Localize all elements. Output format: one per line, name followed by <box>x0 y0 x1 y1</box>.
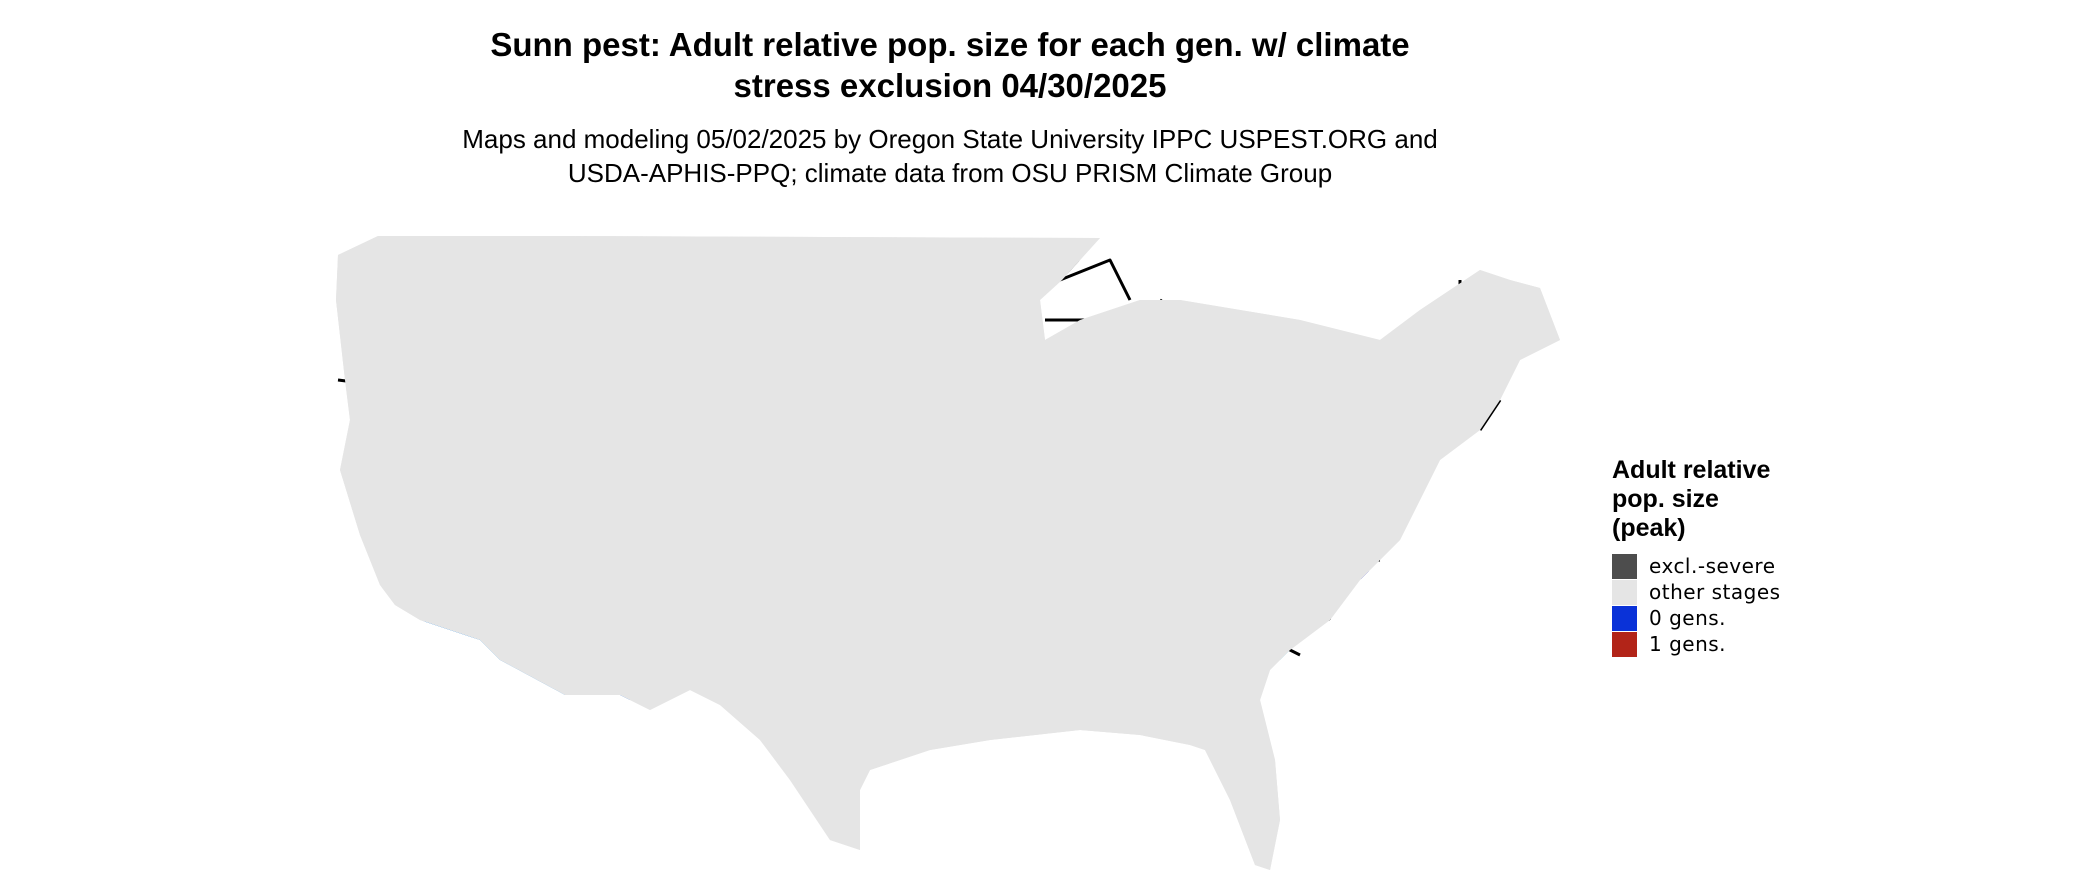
legend-label-1-gens: 1 gens. <box>1649 632 1727 656</box>
legend-swatch-1-gens <box>1612 631 1637 657</box>
state-boundary-line <box>1059 258 1132 301</box>
legend-item-1-gens: 1 gens. <box>1612 631 1872 657</box>
legend-swatch-other-stages <box>1612 579 1637 605</box>
legend: Adult relative pop. size (peak) excl.-se… <box>1612 456 1872 657</box>
map-title-line-1: Sunn pest: Adult relative pop. size for … <box>490 26 1410 63</box>
legend-label-other-stages: other stages <box>1649 580 1781 604</box>
us-outline-stroke <box>334 234 1562 872</box>
legend-item-0-gens: 0 gens. <box>1612 605 1872 631</box>
legend-item-other-stages: other stages <box>1612 579 1872 605</box>
legend-title-line-1: Adult relative <box>1612 456 1771 484</box>
legend-label-0-gens: 0 gens. <box>1649 606 1727 630</box>
map-title-line-2: stress exclusion 04/30/2025 <box>733 67 1167 104</box>
map-title: Sunn pest: Adult relative pop. size for … <box>0 24 1900 106</box>
legend-label-excl-severe: excl.-severe <box>1649 554 1776 578</box>
map-subtitle-line-1: Maps and modeling 05/02/2025 by Oregon S… <box>462 124 1438 154</box>
legend-title-line-3: (peak) <box>1612 514 1686 542</box>
map-subtitle-line-2: USDA-APHIS-PPQ; climate data from OSU PR… <box>567 158 1333 188</box>
legend-swatch-excl-severe <box>1612 553 1637 579</box>
legend-title: Adult relative pop. size (peak) <box>1612 456 1872 543</box>
legend-swatch-0-gens <box>1612 605 1637 631</box>
legend-item-excl-severe: excl.-severe <box>1612 553 1872 579</box>
legend-items: excl.-severe other stages 0 gens. 1 gens… <box>1612 553 1872 657</box>
legend-title-line-2: pop. size <box>1612 485 1719 513</box>
map-subtitle: Maps and modeling 05/02/2025 by Oregon S… <box>0 122 1900 190</box>
